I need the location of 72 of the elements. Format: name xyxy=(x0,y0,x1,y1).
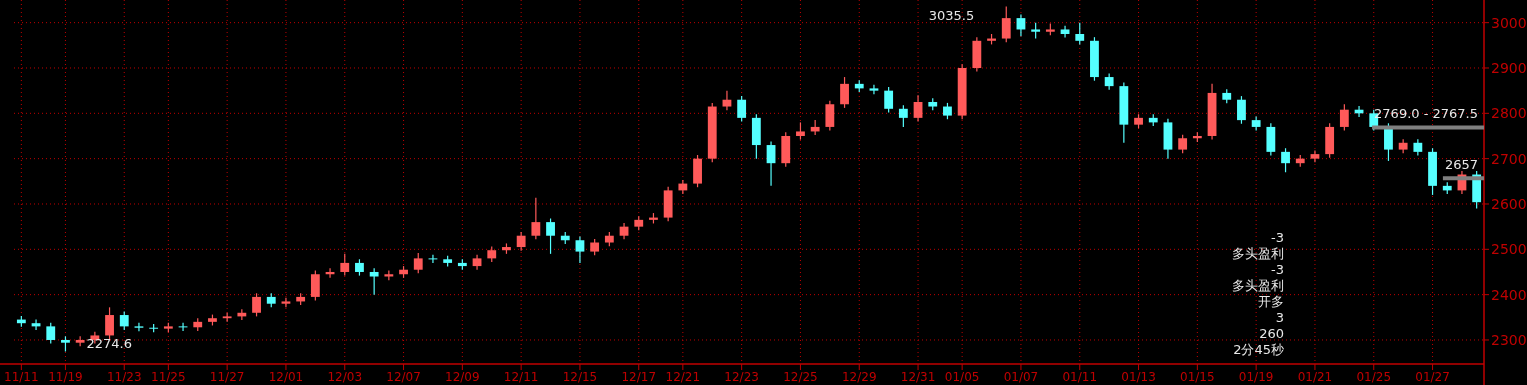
candlestick xyxy=(693,154,702,188)
annotation: 开多 xyxy=(1258,294,1284,309)
annotation: 260 xyxy=(1259,326,1284,341)
candlestick xyxy=(340,253,350,277)
x-tick-label: 12/21 xyxy=(665,370,701,384)
x-tick-label: 01/07 xyxy=(1003,370,1039,384)
annotation: -3 xyxy=(1271,262,1284,277)
x-tick-label: 11/25 xyxy=(151,370,186,384)
annotation: 多头盈利 xyxy=(1232,278,1284,293)
candlestick xyxy=(134,322,144,332)
y-tick-label: 2300 xyxy=(1491,331,1527,348)
candlestick xyxy=(413,252,423,274)
candlestick xyxy=(737,95,747,123)
x-tick-label: 11/11 xyxy=(4,370,39,384)
x-tick-label: 01/05 xyxy=(944,370,980,384)
candlestick xyxy=(663,186,673,222)
x-tick-label: 12/25 xyxy=(783,370,818,384)
candlestick xyxy=(46,322,56,345)
candlestick xyxy=(884,86,894,114)
y-tick-label: 2400 xyxy=(1491,286,1527,303)
x-tick-label: 12/07 xyxy=(386,370,421,384)
candlestick xyxy=(957,63,967,120)
x-tick-label: 12/15 xyxy=(562,370,598,384)
annotation: 3 xyxy=(1275,310,1284,325)
y-tick-label: 3000 xyxy=(1491,14,1527,31)
candlestick xyxy=(384,270,394,281)
candlestick xyxy=(252,292,261,317)
candlestick xyxy=(546,217,555,255)
candlestick xyxy=(1178,134,1188,154)
x-tick-label: 01/27 xyxy=(1415,370,1450,384)
candlestick xyxy=(1001,5,1011,43)
ref-line-label: 2769.0 - 2767.5 xyxy=(1374,106,1478,122)
candlestick xyxy=(869,84,879,95)
x-tick-label: 12/23 xyxy=(724,370,759,384)
x-tick-label: 01/15 xyxy=(1180,370,1215,384)
x-tick-label: 12/17 xyxy=(621,370,657,384)
x-tick-label: 01/19 xyxy=(1238,370,1274,384)
x-tick-label: 01/25 xyxy=(1356,370,1392,384)
y-tick-label: 2600 xyxy=(1491,195,1527,212)
x-tick-label: 01/21 xyxy=(1297,370,1333,384)
annotation: -3 xyxy=(1271,230,1284,245)
annotation: 3035.5 xyxy=(928,7,975,23)
annotation: 多头盈利 xyxy=(1232,246,1284,261)
y-tick-label: 2900 xyxy=(1491,60,1527,76)
x-tick-label: 12/09 xyxy=(445,370,480,384)
x-tick-label: 01/11 xyxy=(1062,370,1098,384)
candlestick xyxy=(1325,122,1335,159)
x-tick-label: 12/11 xyxy=(503,370,539,384)
ref-line-label: 2657 xyxy=(1444,157,1478,173)
x-tick-label: 12/31 xyxy=(900,370,936,384)
candlestick xyxy=(369,267,379,296)
y-tick-label: 2500 xyxy=(1491,241,1527,258)
x-tick-label: 12/01 xyxy=(268,370,304,384)
x-tick-label: 11/27 xyxy=(209,370,245,384)
candlestick xyxy=(1428,147,1437,196)
x-tick-label: 12/29 xyxy=(841,370,877,384)
x-tick-label: 01/13 xyxy=(1121,370,1156,384)
candlestick xyxy=(310,270,320,302)
candlestick xyxy=(1075,22,1085,46)
x-tick-label: 11/23 xyxy=(106,370,142,384)
candlestick xyxy=(281,297,291,308)
x-tick-label: 11/19 xyxy=(48,370,83,384)
y-tick-label: 2700 xyxy=(1491,150,1527,167)
candlestick xyxy=(898,104,908,128)
x-tick-label: 12/03 xyxy=(327,370,363,384)
candlestick xyxy=(781,131,791,168)
annotation: 2分45秒 xyxy=(1233,342,1284,357)
y-tick-label: 2800 xyxy=(1491,105,1527,122)
candlestick xyxy=(707,102,717,163)
candlestick xyxy=(751,113,761,160)
candlestick xyxy=(1090,36,1099,82)
annotation: 2274.6 xyxy=(86,336,132,352)
